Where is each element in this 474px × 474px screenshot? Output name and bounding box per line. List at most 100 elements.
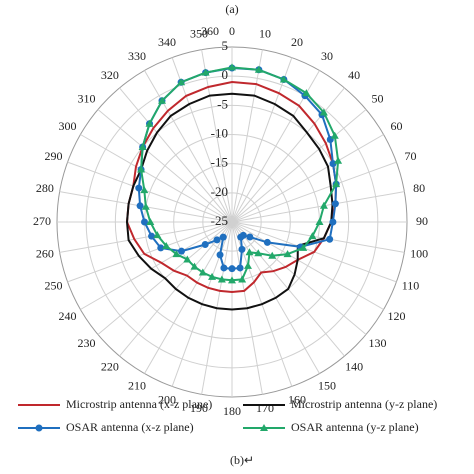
angle-label: 90 xyxy=(416,214,428,228)
point xyxy=(216,251,224,259)
legend-marker xyxy=(260,424,268,431)
legend-item: Microstrip antenna (x-z plane) xyxy=(18,397,212,411)
angle-label: 130 xyxy=(369,336,387,350)
radial-label: -10 xyxy=(211,125,228,140)
legend-item: OSAR antenna (y-z plane) xyxy=(243,420,419,434)
angle-label: 110 xyxy=(402,279,420,293)
point xyxy=(329,218,337,226)
point xyxy=(245,248,254,256)
point xyxy=(319,108,328,116)
angle-label: 190 xyxy=(190,401,208,415)
angle-label: 220 xyxy=(101,359,119,373)
angle-label: 340 xyxy=(158,35,176,49)
point xyxy=(148,232,156,240)
point xyxy=(208,272,217,280)
grid-spoke xyxy=(231,49,263,223)
angle-label: 150 xyxy=(318,378,336,392)
point xyxy=(331,200,339,208)
point xyxy=(302,89,311,97)
angle-label: 360 xyxy=(201,24,219,38)
angle-label: 170 xyxy=(256,401,274,415)
angle-label: 200 xyxy=(158,392,176,406)
angle-label: 320 xyxy=(101,68,119,82)
legend-marker xyxy=(35,424,43,432)
point xyxy=(238,275,247,283)
point xyxy=(136,202,144,210)
point xyxy=(236,264,244,272)
point xyxy=(238,245,246,253)
point xyxy=(217,275,226,283)
grid-spoke xyxy=(231,109,367,223)
grid-spoke xyxy=(67,161,233,223)
grid-spoke xyxy=(231,57,293,223)
angle-label: 0 xyxy=(229,24,235,38)
point xyxy=(299,243,308,251)
point xyxy=(228,63,236,71)
point xyxy=(326,235,334,243)
point xyxy=(138,143,147,151)
point xyxy=(141,218,148,226)
angle-label: 240 xyxy=(58,309,76,323)
angle-label: 70 xyxy=(405,149,417,163)
radial-label: -15 xyxy=(211,155,228,170)
point xyxy=(283,250,292,258)
grid-spoke xyxy=(80,134,233,223)
point xyxy=(153,231,162,239)
point xyxy=(332,180,341,188)
grid-spoke xyxy=(231,221,367,335)
point xyxy=(329,160,337,168)
angle-label: 310 xyxy=(77,92,95,106)
point xyxy=(315,218,324,225)
grid-spoke xyxy=(80,221,233,310)
legend-item: OSAR antenna (x-z plane) xyxy=(18,420,194,434)
grid-spoke xyxy=(97,109,233,223)
point xyxy=(158,96,166,104)
angle-label: 250 xyxy=(44,279,62,293)
point xyxy=(141,202,150,210)
grid-spoke xyxy=(201,49,233,223)
point xyxy=(254,65,263,73)
angle-label: 270 xyxy=(33,214,51,228)
chart-title: (a) xyxy=(225,2,238,16)
grid-spoke xyxy=(59,221,233,253)
point xyxy=(137,165,146,173)
caption: (b)↵ xyxy=(230,453,254,467)
series-line xyxy=(125,92,334,311)
angle-label: 290 xyxy=(44,149,62,163)
point xyxy=(198,268,207,276)
angle-label: 330 xyxy=(128,49,146,63)
radial-label: -25 xyxy=(211,213,228,228)
point xyxy=(263,238,271,246)
point xyxy=(172,250,181,258)
angle-label: 120 xyxy=(388,309,406,323)
point xyxy=(162,241,171,249)
angle-label: 40 xyxy=(348,68,360,82)
angle-label: 30 xyxy=(321,49,333,63)
point xyxy=(334,156,343,164)
legend-label: OSAR antenna (y-z plane) xyxy=(291,420,419,434)
point xyxy=(279,75,288,83)
grid-spoke xyxy=(231,221,405,253)
grid-spoke xyxy=(231,87,345,223)
radial-label: 5 xyxy=(222,38,229,53)
legend-label: OSAR antenna (x-z plane) xyxy=(66,420,194,434)
radial-label: -5 xyxy=(217,96,228,111)
point xyxy=(246,233,254,241)
point xyxy=(308,232,317,240)
point xyxy=(268,251,277,259)
radial-label: 0 xyxy=(222,67,229,82)
grid-spoke xyxy=(231,191,405,223)
grid-spoke xyxy=(231,161,397,223)
point xyxy=(220,264,228,272)
point xyxy=(157,244,165,252)
point xyxy=(237,233,245,241)
point xyxy=(228,276,236,284)
angle-label: 50 xyxy=(372,92,384,106)
grid-spoke xyxy=(119,87,233,223)
legend-item: Microstrip antenna (y-z plane) xyxy=(243,397,437,411)
point xyxy=(254,249,263,257)
angle-label: 160 xyxy=(288,392,306,406)
angle-label: 210 xyxy=(128,378,146,392)
point xyxy=(201,68,210,76)
